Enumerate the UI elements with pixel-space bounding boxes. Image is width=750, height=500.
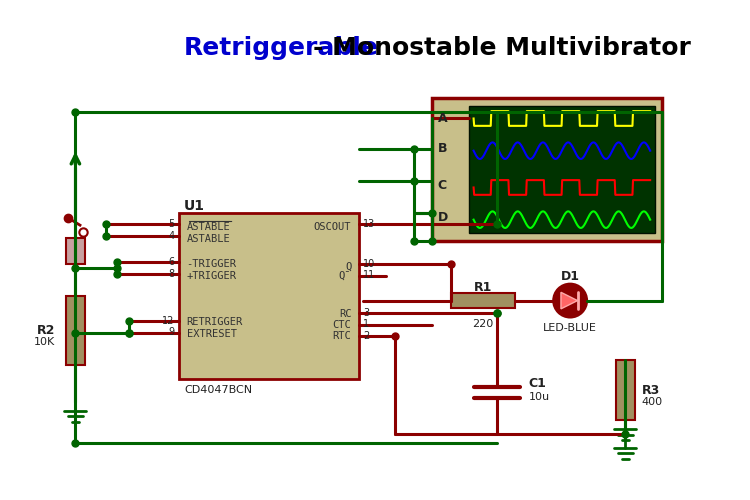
- Text: 5: 5: [169, 220, 175, 230]
- Text: 10u: 10u: [529, 392, 550, 402]
- Text: R1: R1: [473, 281, 492, 294]
- Text: CD4047BCN: CD4047BCN: [184, 385, 252, 395]
- Text: R3: R3: [642, 384, 660, 396]
- Text: Retriggerable: Retriggerable: [184, 36, 379, 60]
- Text: 4: 4: [169, 231, 175, 241]
- Text: 1: 1: [363, 320, 369, 330]
- Text: 220: 220: [472, 319, 494, 329]
- Text: RC: RC: [339, 310, 351, 320]
- Text: A: A: [438, 112, 447, 125]
- Text: 3: 3: [363, 308, 369, 318]
- Text: ASTABLE: ASTABLE: [187, 222, 230, 232]
- Text: 8: 8: [169, 269, 175, 279]
- Text: B: B: [438, 142, 447, 156]
- FancyBboxPatch shape: [179, 213, 358, 378]
- Text: LED-BLUE: LED-BLUE: [543, 323, 597, 333]
- Text: 2: 2: [363, 332, 370, 342]
- Text: 9: 9: [169, 327, 175, 337]
- FancyBboxPatch shape: [432, 98, 662, 241]
- Text: C: C: [438, 179, 447, 192]
- Text: 13: 13: [363, 220, 376, 230]
- FancyBboxPatch shape: [616, 360, 634, 420]
- FancyBboxPatch shape: [451, 293, 515, 308]
- Text: R2: R2: [37, 324, 56, 337]
- Circle shape: [554, 284, 586, 317]
- FancyBboxPatch shape: [66, 238, 85, 264]
- FancyBboxPatch shape: [66, 296, 85, 365]
- Text: OSCOUT: OSCOUT: [314, 222, 351, 232]
- Text: 400: 400: [642, 397, 663, 407]
- Text: Q̄: Q̄: [339, 270, 351, 280]
- Text: 11: 11: [363, 270, 376, 280]
- Text: D: D: [438, 212, 448, 224]
- Text: RETRIGGER: RETRIGGER: [187, 316, 243, 326]
- Text: 10: 10: [363, 259, 376, 269]
- Text: CTC: CTC: [332, 320, 351, 330]
- Text: +TRIGGER: +TRIGGER: [187, 270, 237, 280]
- Text: U1: U1: [184, 199, 205, 213]
- Text: 12: 12: [162, 316, 175, 326]
- FancyBboxPatch shape: [469, 106, 655, 234]
- Text: RTC: RTC: [332, 332, 351, 342]
- Text: 6: 6: [169, 257, 175, 267]
- Polygon shape: [561, 292, 578, 309]
- Text: 10K: 10K: [34, 338, 56, 347]
- Text: -TRIGGER: -TRIGGER: [187, 259, 237, 269]
- Text: - Monostable Multivibrator: - Monostable Multivibrator: [313, 36, 691, 60]
- Text: C1: C1: [529, 377, 547, 390]
- Text: EXTRESET: EXTRESET: [187, 328, 237, 338]
- Text: D1: D1: [561, 270, 580, 283]
- Text: Q: Q: [345, 262, 351, 272]
- Text: ASTABLE: ASTABLE: [187, 234, 230, 244]
